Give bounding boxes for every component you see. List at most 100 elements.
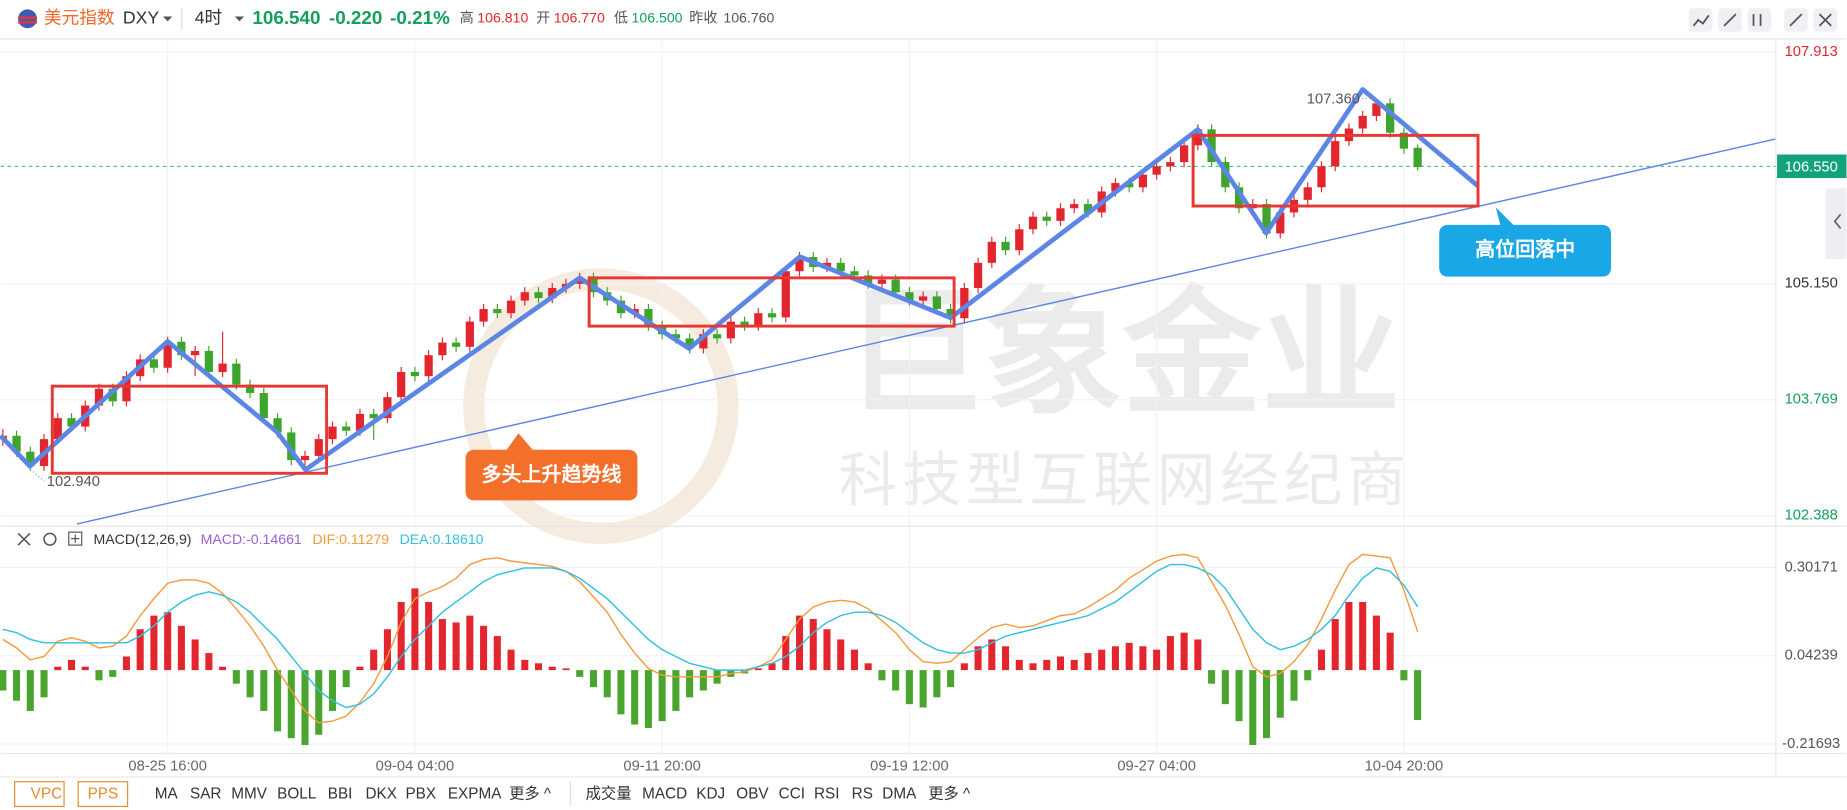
macd-line [2,553,1419,724]
callout: 多头上升趋势线 [465,433,638,501]
macd-bar [823,629,831,671]
candle-body [699,334,708,349]
indicator-button[interactable]: 更多 ^ [509,786,552,803]
candle-body [451,342,461,347]
tool-button[interactable] [1688,8,1713,32]
indicator-button[interactable]: SAR [190,786,221,803]
tool-button[interactable] [1747,8,1772,32]
indicator-button[interactable]: DMA [882,786,917,803]
macd-bar [1208,670,1216,684]
macd-bar [1276,670,1284,718]
candle-body [1413,147,1422,168]
macd-bar [1070,659,1078,671]
indicator-button[interactable]: CCI [779,786,805,803]
range-box [587,276,956,328]
x-tick-label: 09-04 04:00 [376,758,454,774]
toggle-button[interactable] [14,781,65,808]
indicator-button[interactable]: RS [852,786,873,803]
indicator-button[interactable]: BOLL [277,786,316,803]
dropdown-caret[interactable] [162,16,173,22]
candle-body [204,350,213,372]
macd-bar [438,619,446,671]
candle-body [1372,103,1381,116]
macd-bar [947,670,955,688]
prev-close-value: 106.760 [723,10,774,26]
macd-bar [1249,670,1257,745]
period[interactable]: 4时 [195,7,222,27]
indicator-button[interactable]: MMV [231,786,267,803]
macd-bar [988,639,996,671]
candle-body [26,451,35,466]
indicator-button[interactable]: MA [155,786,179,803]
macd-bar [54,666,62,671]
candle-body [850,271,859,276]
macd-bar [1386,632,1394,671]
candle-body [1070,204,1079,209]
macd-bar [974,646,982,671]
indicator-button[interactable]: 成交量 [586,785,632,803]
indicator-button[interactable]: DKX [365,786,396,803]
candle-body [12,435,21,452]
dropdown-caret[interactable] [234,16,245,22]
candle-body [1234,187,1244,209]
candle-body [712,334,722,339]
candle-body [410,371,420,377]
x-tick-label: 08-25 16:00 [128,758,206,774]
indicator-button[interactable]: KDJ [696,786,725,803]
last-price-tag [1777,154,1847,179]
grid [0,41,1776,754]
macd-bar [0,670,7,691]
candle-body [1276,212,1285,234]
indicator-button[interactable]: 更多 ^ [928,786,971,803]
indicator-button[interactable]: EXPMA [448,786,502,803]
macd-bar [13,670,21,701]
candle-body [108,388,117,402]
last-price: 106.540 [252,7,320,28]
toggle-button-label[interactable]: PPS [88,786,119,803]
macd-bar [919,670,927,708]
macd-bar [589,670,598,688]
candle-body [163,341,172,368]
candle-body [520,292,529,301]
candle-body [506,300,516,314]
macd-bar [686,670,694,698]
candle-body [864,275,873,284]
x-tick-label: 10-04 20:00 [1365,758,1443,774]
macd-bar [411,588,419,671]
candle-body [905,292,914,301]
expand-icon[interactable] [68,531,83,546]
toggle-button-label[interactable]: VPC [31,786,62,803]
candle-body [383,397,392,419]
candle-body [1358,115,1367,129]
toggle-button[interactable] [77,781,129,808]
indicator-button[interactable]: PBX [405,786,436,803]
indicator-button[interactable]: OBV [736,786,769,803]
flag-stripe [18,21,37,24]
y-tick-label: 0.04239 [1785,648,1838,664]
macd-bar [67,659,76,671]
indicator-button[interactable]: RSI [814,786,840,803]
candle-body [1193,129,1202,146]
symbol-name[interactable]: 美元指数 [44,7,115,27]
symbol-code[interactable]: DXY [123,7,160,27]
candle-body [767,313,777,318]
candle-body [1028,216,1038,230]
settings-icon[interactable] [43,532,57,546]
candle-body [740,321,749,326]
macd-bar [480,625,488,671]
tool-buttons [1688,8,1838,32]
macd-bar [1098,649,1106,671]
callout: 高位回落中 [1439,207,1612,277]
macd-bar [548,666,556,671]
candle-body [1125,183,1134,188]
macd-legend: MACD(12,26,9) MACD:-0.14661 DIF:0.11279 … [17,531,484,547]
indicator-button[interactable]: MACD [642,786,687,803]
macd-bar [1317,649,1326,671]
bottom-toolbar: VPC PPS MA SAR MMV BOLL BBI DKX PBX EXPMA 更多 ^ 成交量 M… [14,781,971,808]
high-label: 107.360 [1307,91,1360,107]
y-tick-label: 103.769 [1785,392,1838,408]
indicator-button[interactable]: BBI [328,786,353,803]
y-tick-label: 107.913 [1785,44,1838,60]
remove-icon[interactable] [17,532,31,546]
